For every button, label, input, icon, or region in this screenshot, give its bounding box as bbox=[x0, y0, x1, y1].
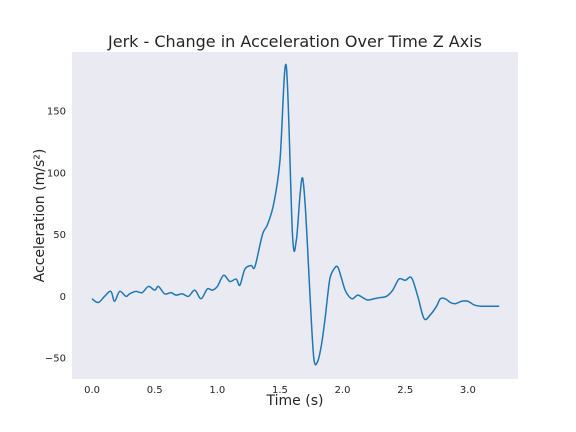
y-tick-label: 150 bbox=[47, 107, 66, 118]
x-tick-label: 1.5 bbox=[272, 385, 288, 396]
x-tick-label: 3.0 bbox=[460, 385, 476, 396]
chart-title: Jerk - Change in Acceleration Over Time … bbox=[107, 32, 482, 51]
y-tick-label: 50 bbox=[53, 230, 66, 241]
x-tick-label: 2.5 bbox=[397, 385, 413, 396]
x-axis-ticks: 0.0 0.5 1.0 1.5 2.0 2.5 3.0 bbox=[84, 385, 476, 396]
y-axis-label: Acceleration (m/s²) bbox=[32, 149, 48, 283]
y-tick-label: 0 bbox=[60, 292, 66, 303]
x-axis-label: Time (s) bbox=[266, 393, 324, 409]
x-tick-label: 0.5 bbox=[147, 385, 163, 396]
y-axis-ticks: −50 0 50 100 150 bbox=[45, 107, 66, 365]
x-tick-label: 0.0 bbox=[84, 385, 100, 396]
series-layer bbox=[91, 63, 500, 366]
y-tick-label: 100 bbox=[47, 168, 66, 179]
x-tick-label: 1.0 bbox=[209, 385, 225, 396]
y-tick-label: −50 bbox=[45, 354, 66, 365]
x-tick-label: 2.0 bbox=[335, 385, 351, 396]
plot-area bbox=[72, 52, 518, 379]
series-line bbox=[91, 63, 500, 366]
